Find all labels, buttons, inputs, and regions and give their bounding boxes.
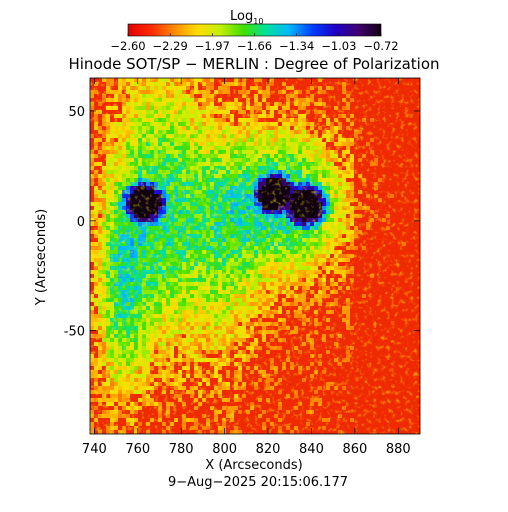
- x-axis-label: X (Arcseconds): [205, 458, 302, 473]
- colorbar-tick-label: −1.34: [279, 39, 314, 53]
- colorbar-tick-label: −1.66: [237, 39, 272, 53]
- x-tick-label: 780: [169, 442, 194, 457]
- y-tick-label: -50: [64, 325, 85, 340]
- x-tick-label: 740: [82, 442, 107, 457]
- x-tick-label: 860: [342, 442, 367, 457]
- colorbar-tick-label: −1.97: [195, 39, 230, 53]
- y-axis: 50 0 -50: [64, 105, 420, 340]
- heatmap-area: [90, 78, 420, 434]
- y-tick-label: 0: [77, 215, 85, 230]
- x-axis: 740 760 780 800 820 840 860 880: [82, 78, 411, 457]
- x-tick-label: 820: [256, 442, 281, 457]
- y-tick-label: 50: [68, 105, 85, 120]
- heatmap-texture: [90, 78, 420, 434]
- timestamp: 9−Aug−2025 20:15:06.177: [168, 475, 348, 490]
- colorbar-tick-label: −0.72: [363, 39, 398, 53]
- colorbar-tick-label: −2.29: [153, 39, 188, 53]
- x-tick-label: 880: [386, 442, 411, 457]
- colorbar-ticks: −2.60 −2.29 −1.97 −1.66 −1.34 −1.03 −0.72: [110, 33, 399, 53]
- colorbar-tick-label: −1.03: [321, 39, 356, 53]
- x-tick-label: 760: [125, 442, 150, 457]
- plot-frame: [89, 77, 421, 435]
- x-tick-label: 840: [299, 442, 324, 457]
- chart-title: Hinode SOT/SP − MERLIN : Degree of Polar…: [68, 55, 439, 73]
- colorbar-label: Log10: [230, 9, 263, 26]
- y-axis-label: Y (Arcseconds): [34, 209, 49, 306]
- x-tick-label: 800: [212, 442, 237, 457]
- colorbar-tick-label: −2.60: [110, 39, 145, 53]
